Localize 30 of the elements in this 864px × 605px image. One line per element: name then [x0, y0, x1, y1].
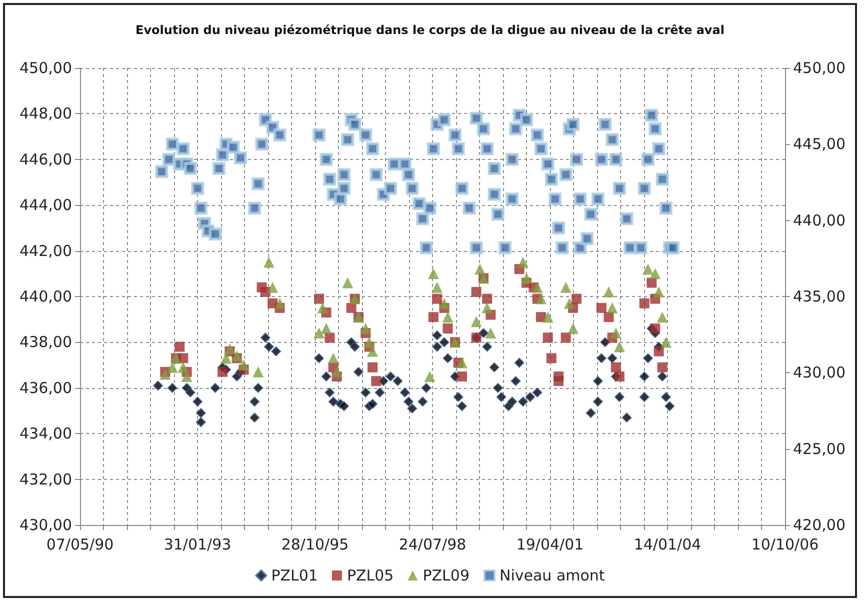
y-tick-label: 446,00 [20, 150, 72, 168]
x-tick-label: 14/01/04 [634, 536, 702, 554]
y2-tick-label: 440,00 [793, 211, 846, 230]
y-tick-label: 444,00 [20, 196, 72, 214]
x-tick-label: 19/04/01 [516, 536, 584, 554]
x-tick-label: 10/10/06 [751, 536, 819, 554]
y2-tick-label: 420,00 [793, 516, 846, 534]
y-tick-label: 440,00 [20, 288, 72, 306]
legend-label: PZL01 [271, 566, 318, 584]
x-tick-label: 28/10/95 [281, 536, 349, 554]
y2-tick-label: 430,00 [793, 364, 846, 382]
y-tick-label: 438,00 [20, 333, 72, 352]
y2-tick-label: 435,00 [793, 288, 846, 306]
chart-title: Evolution du niveau piézométrique dans le corps de la digue au niveau de la crête aval [136, 23, 724, 37]
y2-tick-label: 450,00 [793, 59, 846, 77]
legend-label: PZL09 [422, 566, 470, 584]
y-tick-label: 432,00 [20, 470, 72, 488]
legend-label: PZL05 [346, 566, 394, 584]
y-tick-label: 450,00 [20, 59, 72, 77]
y-tick-label: 436,00 [20, 378, 72, 397]
y-tick-label: 430,00 [20, 516, 72, 534]
legend-label: Niveau amont [499, 566, 605, 584]
y2-tick-label: 445,00 [793, 135, 846, 154]
x-tick-label: 07/05/90 [46, 536, 114, 554]
x-tick-label: 24/07/98 [398, 536, 466, 554]
y-tick-label: 434,00 [20, 424, 72, 443]
y2-tick-label: 425,00 [793, 440, 846, 458]
y-tick-label: 442,00 [20, 242, 72, 260]
x-tick-label: 31/01/93 [164, 536, 232, 554]
y-tick-label: 448,00 [20, 104, 72, 123]
